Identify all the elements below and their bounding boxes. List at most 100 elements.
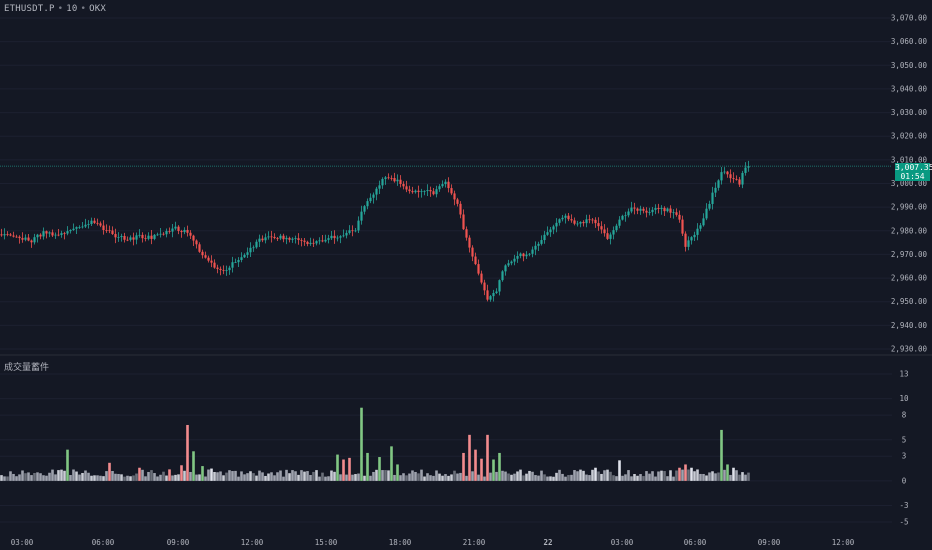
volume-bar <box>657 471 660 481</box>
volume-bar <box>264 475 267 481</box>
candle-body <box>576 223 579 225</box>
candle-body <box>735 179 738 180</box>
candle-body <box>678 214 681 220</box>
candle-body <box>258 238 261 242</box>
candle-body <box>414 190 417 193</box>
candle-body <box>303 240 306 242</box>
volume-bar <box>651 471 654 481</box>
candle-body <box>606 233 609 239</box>
candle-body <box>669 208 672 213</box>
candle-body <box>624 215 627 217</box>
time-tick-label: 12:00 <box>832 538 855 547</box>
volume-bar <box>402 473 405 481</box>
volume-tick-label: -3 <box>899 501 908 510</box>
candle-body <box>48 232 51 234</box>
volume-bar <box>276 472 279 481</box>
volume-bar <box>561 473 564 481</box>
candle-body <box>198 244 201 252</box>
candle-body <box>213 262 216 268</box>
volume-bar <box>690 467 693 481</box>
candle-body <box>492 293 495 297</box>
volume-bar <box>732 467 735 481</box>
candle-body <box>537 243 540 246</box>
volume-bar <box>444 474 447 481</box>
volume-bar <box>300 470 303 481</box>
volume-bar <box>120 474 123 481</box>
volume-bar <box>48 472 51 481</box>
time-tick-label: 21:00 <box>463 538 486 547</box>
volume-bar <box>576 471 579 481</box>
volume-bar <box>717 472 720 481</box>
volume-bar <box>495 471 498 481</box>
candle-body <box>432 191 435 195</box>
candle-body <box>444 181 447 185</box>
volume-bar <box>36 472 39 481</box>
candle-body <box>420 191 423 193</box>
volume-bar <box>9 471 12 481</box>
volume-bar <box>0 475 3 481</box>
volume-bar <box>471 471 474 481</box>
candle-body <box>315 241 318 244</box>
symbol-legend[interactable]: ETHUSDT.P • 10 • OKX <box>4 4 106 14</box>
volume-bar <box>525 473 528 481</box>
volume-bar <box>3 476 6 481</box>
volume-bar <box>462 452 465 481</box>
candle-body <box>84 224 87 227</box>
bar-countdown: 01:54 <box>900 172 925 181</box>
volume-bar <box>537 475 540 481</box>
candle-body <box>738 179 741 185</box>
volume-bar <box>483 476 486 481</box>
candle-body <box>216 267 219 269</box>
volume-bar <box>666 476 669 481</box>
candle-body <box>72 228 75 231</box>
volume-bar <box>465 475 468 481</box>
candle-body <box>231 262 234 268</box>
volume-bar <box>741 472 744 481</box>
candle-body <box>528 253 531 255</box>
candle-body <box>327 238 330 240</box>
volume-bar <box>696 469 699 481</box>
volume-bar <box>507 473 510 481</box>
volume-bar <box>216 472 219 481</box>
volume-bar <box>489 472 492 481</box>
candle-body <box>309 242 312 245</box>
volume-pane-title[interactable]: 成交量蓄件 <box>4 363 50 373</box>
candle-body <box>480 273 483 283</box>
candle-body <box>114 233 117 238</box>
volume-bar <box>135 473 138 481</box>
time-tick-label: 03:00 <box>11 538 34 547</box>
volume-bar <box>555 472 558 481</box>
candle-body <box>165 230 168 235</box>
price-tick-label: 3,070.00 <box>891 14 928 23</box>
candle-body <box>18 236 21 239</box>
candle-body <box>36 234 39 238</box>
candle-body <box>600 226 603 230</box>
candle-body <box>684 233 687 247</box>
volume-bar <box>534 475 537 481</box>
volume-bar <box>522 475 525 481</box>
volume-bar <box>438 473 441 481</box>
candle-body <box>330 235 333 239</box>
candle-body <box>108 230 111 232</box>
candle-body <box>402 183 405 187</box>
symbol-name: ETHUSDT.P <box>4 4 55 14</box>
candle-body <box>312 242 315 244</box>
volume-bar <box>615 476 618 481</box>
candle-body <box>489 296 492 300</box>
last-price-value: 3,007.35 <box>895 163 932 172</box>
volume-bar <box>231 471 234 481</box>
volume-bar <box>711 471 714 481</box>
volume-bar <box>273 475 276 481</box>
volume-bar <box>738 474 741 481</box>
volume-bar <box>150 470 153 481</box>
volume-tick-label: 5 <box>902 435 907 444</box>
candle-body <box>516 256 519 259</box>
candle-body <box>396 179 399 182</box>
volume-bar <box>603 470 606 481</box>
volume-bar <box>744 474 747 481</box>
candle-body <box>240 257 243 260</box>
candle-body <box>441 184 444 187</box>
volume-bar <box>291 470 294 481</box>
candle-body <box>663 207 666 212</box>
